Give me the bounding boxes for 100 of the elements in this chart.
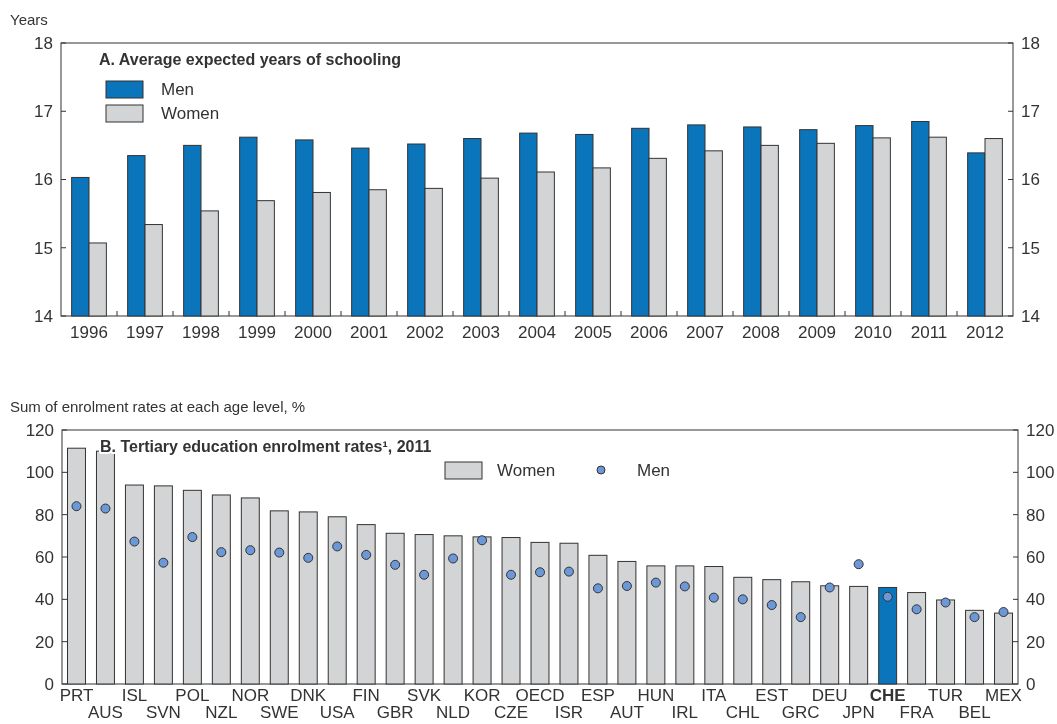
x-tick-label: 2002	[406, 323, 444, 342]
x-tick-label: 1997	[126, 323, 164, 342]
point	[245, 545, 256, 556]
y-tick-label: 120	[25, 420, 54, 440]
x-tick-label: POL	[175, 686, 210, 705]
x-tick-label: 1999	[238, 323, 276, 342]
point	[563, 566, 574, 577]
point	[158, 557, 169, 568]
x-tick-label: AUS	[87, 703, 123, 722]
text: A. Average expected years of schooling	[99, 51, 402, 68]
y2-tick-label: 14	[1021, 306, 1040, 326]
y-tick-label: 0	[44, 674, 54, 694]
x-tick-label: 2005	[574, 323, 612, 342]
point	[477, 535, 488, 546]
y-tick-label: 18	[34, 33, 53, 53]
text: B. Tertiary education enrolment rates¹, 2011	[100, 438, 432, 455]
x-tick-label: 2007	[686, 323, 724, 342]
point	[737, 594, 748, 605]
x-tick-label: 2004	[518, 323, 556, 342]
point	[940, 597, 951, 608]
x-tick-label: 2011	[910, 323, 948, 342]
x-tick-label: JPN	[842, 703, 875, 722]
point	[100, 503, 111, 514]
x-tick-label: 2009	[798, 323, 836, 342]
y2-tick-label: 17	[1021, 102, 1040, 122]
x-tick-label: CHE	[869, 686, 906, 705]
legend-label: Men	[161, 80, 195, 99]
x-tick-label: IRL	[671, 703, 699, 722]
x-tick-label: ISL	[121, 686, 148, 705]
point	[592, 583, 603, 594]
x-tick-label: SWE	[259, 703, 299, 722]
y2-tick-label: 100	[1026, 463, 1055, 483]
y2-tick-label: 80	[1026, 505, 1045, 525]
point	[766, 600, 777, 611]
point	[506, 569, 517, 580]
y2-tick-label: 0	[1026, 674, 1036, 694]
legend-label: Women	[497, 461, 556, 480]
y2-tick-label: 18	[1021, 33, 1040, 53]
y2-tick-label: 16	[1021, 170, 1040, 190]
y-tick-label: 100	[25, 463, 54, 483]
x-tick-label: NZL	[205, 703, 238, 722]
x-tick-label: USA	[319, 703, 356, 722]
point	[911, 604, 922, 615]
point	[419, 569, 430, 580]
point	[187, 532, 198, 543]
x-tick-label: NOR	[231, 686, 270, 705]
y-tick-label: 40	[35, 590, 54, 610]
x-tick-label: 2000	[294, 323, 332, 342]
x-tick-label: 2010	[854, 323, 892, 342]
point	[998, 607, 1009, 618]
x-tick-label: AUT	[609, 703, 644, 722]
x-tick-label: 2006	[630, 323, 668, 342]
x-tick-label: SVK	[407, 686, 442, 705]
y2-tick-label: 20	[1026, 632, 1045, 652]
y-tick-label: 60	[35, 547, 54, 567]
x-tick-label: PRT	[59, 686, 94, 705]
y2-tick-label: 120	[1026, 420, 1055, 440]
y-tick-label: 80	[35, 505, 54, 525]
x-tick-label: OECD	[515, 686, 565, 705]
x-tick-label: HUN	[637, 686, 675, 705]
y-tick-label: 20	[35, 632, 54, 652]
x-tick-label: KOR	[463, 686, 501, 705]
point	[969, 612, 980, 623]
legend-label: Men	[637, 461, 671, 480]
point	[882, 591, 893, 602]
x-tick-label: 1998	[182, 323, 220, 342]
point	[679, 581, 690, 592]
y-tick-label: 17	[34, 102, 53, 122]
point	[274, 547, 285, 558]
y2-tick-label: 40	[1026, 590, 1045, 610]
point	[650, 577, 661, 588]
x-tick-label: SVN	[145, 703, 181, 722]
x-tick-label: ISR	[554, 703, 584, 722]
x-tick-label: DNK	[290, 686, 327, 705]
x-tick-label: 2001	[350, 323, 388, 342]
point	[361, 549, 372, 560]
point	[824, 582, 835, 593]
y-tick-label: 15	[34, 238, 53, 258]
point	[708, 592, 719, 603]
y-axis-title: Sum of enrolment rates at each age level, %	[10, 398, 306, 415]
x-tick-label: 2003	[462, 323, 500, 342]
x-tick-label: NLD	[436, 703, 471, 722]
point	[129, 536, 140, 547]
point	[332, 541, 343, 552]
y-axis-title: Years	[10, 11, 48, 28]
y-tick-label: 16	[34, 170, 53, 190]
point	[448, 553, 459, 564]
y2-tick-label: 60	[1026, 547, 1045, 567]
legend-label: Women	[161, 104, 220, 123]
x-tick-label: EST	[755, 686, 789, 705]
x-tick-label: CZE	[494, 703, 529, 722]
x-tick-label: GRC	[781, 703, 820, 722]
x-tick-label: DEU	[811, 686, 848, 705]
point	[303, 552, 314, 563]
point	[795, 612, 806, 623]
x-tick-label: 1996	[70, 323, 108, 342]
point	[390, 559, 401, 570]
x-tick-label: MEX	[985, 686, 1022, 705]
x-tick-label: CHL	[725, 703, 760, 722]
x-tick-label: FIN	[352, 686, 380, 705]
